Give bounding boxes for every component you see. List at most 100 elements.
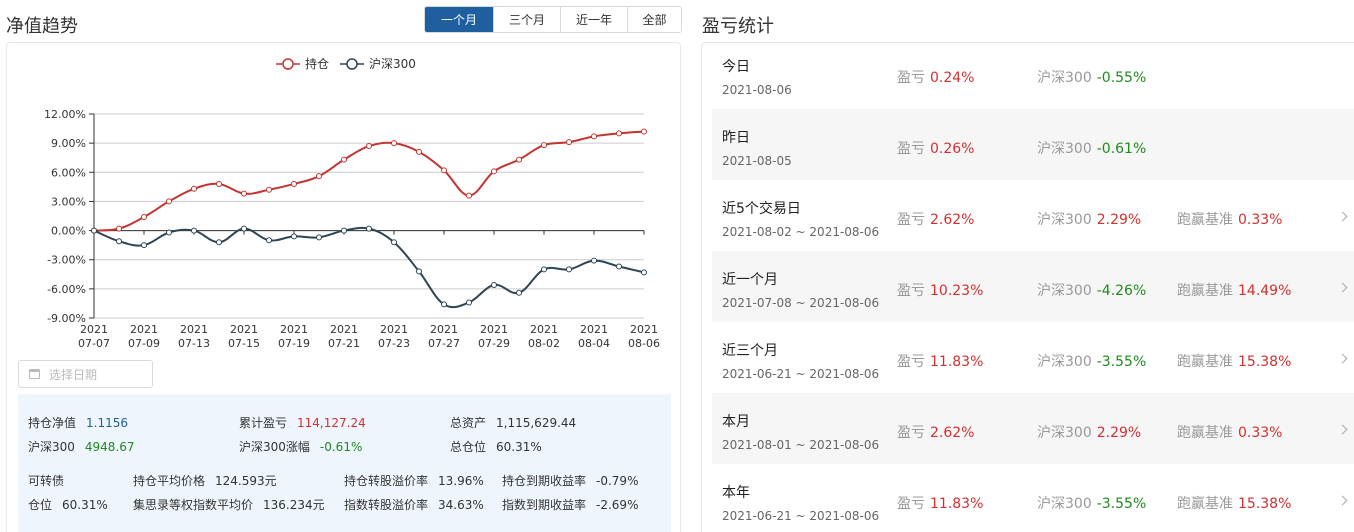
pnl-row-date: 2021-07-08 ~ 2021-08-06 bbox=[722, 296, 880, 310]
x-tick-date: 07-19 bbox=[278, 337, 310, 350]
x-tick-year: 2021 bbox=[230, 323, 258, 336]
y-tick-label: -9.00% bbox=[47, 312, 86, 325]
stat-hs300-change: 沪深300涨幅 -0.61% bbox=[239, 440, 363, 454]
data-point bbox=[516, 289, 522, 296]
data-point bbox=[541, 266, 547, 273]
data-point bbox=[266, 237, 272, 244]
x-tick-date: 07-29 bbox=[478, 337, 510, 350]
data-point bbox=[216, 239, 222, 246]
data-point bbox=[166, 198, 172, 205]
y-tick-label: 6.00% bbox=[51, 166, 86, 179]
pnl-row-hs300: 沪深300 2.29% bbox=[1037, 425, 1142, 441]
stat-total-assets: 总资产 1,115,629.44 bbox=[450, 416, 577, 430]
nav-trend-title: 净值趋势 bbox=[6, 16, 78, 37]
data-point bbox=[566, 139, 572, 146]
data-point bbox=[116, 238, 122, 245]
tab-all[interactable]: 全部 bbox=[627, 7, 681, 32]
stat-cb-label: 可转债 bbox=[28, 474, 65, 488]
data-point bbox=[316, 173, 322, 180]
pnl-row: 昨日 2021-08-05 盈亏 0.26% 沪深300 -0.61% bbox=[712, 109, 1354, 180]
x-tick-year: 2021 bbox=[430, 323, 458, 336]
pnl-row-pnl: 盈亏 11.83% bbox=[897, 496, 984, 512]
pnl-row-date: 2021-08-06 bbox=[722, 83, 792, 97]
data-point bbox=[441, 167, 447, 174]
data-point bbox=[516, 156, 522, 163]
x-tick-date: 07-07 bbox=[78, 337, 110, 350]
pnl-row-date: 2021-08-01 ~ 2021-08-06 bbox=[722, 438, 880, 452]
pnl-row-date: 2021-08-05 bbox=[722, 154, 792, 168]
pnl-row-beat: 跑赢基准 14.49% bbox=[1177, 283, 1292, 299]
pnl-row-hs300: 沪深300 -4.26% bbox=[1037, 283, 1147, 299]
pnl-row-beat: 跑赢基准 15.38% bbox=[1177, 496, 1292, 512]
x-tick-date: 08-04 bbox=[578, 337, 610, 350]
pnl-row-pnl: 盈亏 11.83% bbox=[897, 354, 984, 370]
x-tick-date: 07-13 bbox=[178, 337, 210, 350]
data-point bbox=[366, 225, 372, 232]
x-tick-year: 2021 bbox=[280, 323, 308, 336]
legend-label-hs300: 沪深300 bbox=[369, 57, 416, 71]
pnl-row-date: 2021-06-21 ~ 2021-08-06 bbox=[722, 509, 880, 523]
stat-index-premium: 指数转股溢价率 34.63% bbox=[344, 498, 484, 512]
pnl-row[interactable]: 本年 2021-06-21 ~ 2021-08-06 盈亏 11.83% 沪深300 -3… bbox=[712, 464, 1354, 532]
data-point bbox=[566, 266, 572, 273]
date-picker[interactable]: 选择日期 bbox=[18, 360, 153, 388]
x-tick-date: 07-27 bbox=[428, 337, 460, 350]
y-tick-label: 3.00% bbox=[51, 195, 86, 208]
tab-one-year[interactable]: 近一年 bbox=[560, 7, 627, 32]
tab-one-month[interactable]: 一个月 bbox=[425, 7, 493, 32]
chevron-right-icon[interactable] bbox=[1337, 424, 1348, 435]
stat-avg-price: 持仓平均价格 124.593元 bbox=[133, 474, 277, 488]
pnl-row-pnl: 盈亏 0.24% bbox=[897, 70, 975, 86]
x-tick-year: 2021 bbox=[180, 323, 208, 336]
data-point bbox=[441, 301, 447, 308]
data-point bbox=[591, 133, 597, 140]
data-point bbox=[466, 192, 472, 199]
tab-three-months[interactable]: 三个月 bbox=[493, 7, 560, 32]
x-tick-date: 07-21 bbox=[328, 337, 360, 350]
legend-label-holding: 持仓 bbox=[305, 56, 329, 71]
y-tick-label: 12.00% bbox=[44, 108, 86, 121]
data-point bbox=[91, 227, 97, 234]
stat-conv-premium: 持仓转股溢价率 13.96% bbox=[344, 474, 484, 488]
pnl-row-pnl: 盈亏 2.62% bbox=[897, 212, 975, 228]
pnl-row-title: 昨日 bbox=[722, 130, 750, 146]
data-point bbox=[541, 142, 547, 149]
data-point bbox=[616, 263, 622, 270]
data-point bbox=[391, 140, 397, 147]
chevron-right-icon[interactable] bbox=[1337, 353, 1348, 364]
pnl-row-hs300: 沪深300 -0.61% bbox=[1037, 141, 1147, 157]
data-point bbox=[341, 227, 347, 234]
x-tick-date: 07-23 bbox=[378, 337, 410, 350]
data-point bbox=[466, 299, 472, 306]
chevron-right-icon[interactable] bbox=[1337, 282, 1348, 293]
chart-legend[interactable]: 持仓 沪深300 bbox=[276, 56, 416, 71]
pnl-row-pnl: 盈亏 10.23% bbox=[897, 283, 984, 299]
pnl-row[interactable]: 近一个月 2021-07-08 ~ 2021-08-06 盈亏 10.23% 沪深300… bbox=[712, 251, 1354, 322]
pnl-row-hs300: 沪深300 2.29% bbox=[1037, 212, 1142, 228]
data-point bbox=[241, 225, 247, 232]
pnl-row-pnl: 盈亏 2.62% bbox=[897, 425, 975, 441]
pnl-row[interactable]: 本月 2021-08-01 ~ 2021-08-06 盈亏 2.62% 沪深300 2.2… bbox=[712, 393, 1354, 464]
stat-cum-pnl: 累计盈亏 114,127.24 bbox=[239, 416, 366, 430]
chevron-right-icon[interactable] bbox=[1337, 211, 1348, 222]
pnl-row-date: 2021-08-02 ~ 2021-08-06 bbox=[722, 225, 880, 239]
stat-ytm: 持仓到期收益率 -0.79% bbox=[502, 474, 639, 488]
x-tick-year: 2021 bbox=[530, 323, 558, 336]
x-tick-year: 2021 bbox=[580, 323, 608, 336]
chevron-right-icon[interactable] bbox=[1337, 495, 1348, 506]
pnl-row-title: 本月 bbox=[722, 414, 750, 430]
data-point bbox=[116, 225, 122, 232]
x-tick-year: 2021 bbox=[330, 323, 358, 336]
pnl-row-title: 今日 bbox=[722, 59, 750, 75]
nav-trend-panel: 持仓 沪深300 12.00% 9.00% 6.00% 3.00% 0.00% -3.00… bbox=[6, 42, 681, 532]
calendar-icon bbox=[29, 369, 40, 379]
x-tick-date: 07-15 bbox=[228, 337, 260, 350]
pnl-row-hs300: 沪深300 -3.55% bbox=[1037, 354, 1147, 370]
range-selector: 一个月 三个月 近一年 全部 bbox=[424, 6, 682, 33]
x-tick-year: 2021 bbox=[380, 323, 408, 336]
legend-marker-hs300 bbox=[346, 58, 358, 70]
pnl-row[interactable]: 近三个月 2021-06-21 ~ 2021-08-06 盈亏 11.83% 沪深300… bbox=[712, 322, 1354, 393]
data-point bbox=[416, 148, 422, 155]
pnl-stats-panel: 今日 2021-08-06 盈亏 0.24% 沪深300 -0.55% 昨日 2021-08-… bbox=[701, 42, 1354, 532]
pnl-row[interactable]: 近5个交易日 2021-08-02 ~ 2021-08-06 盈亏 2.62% 沪深30… bbox=[712, 180, 1354, 251]
